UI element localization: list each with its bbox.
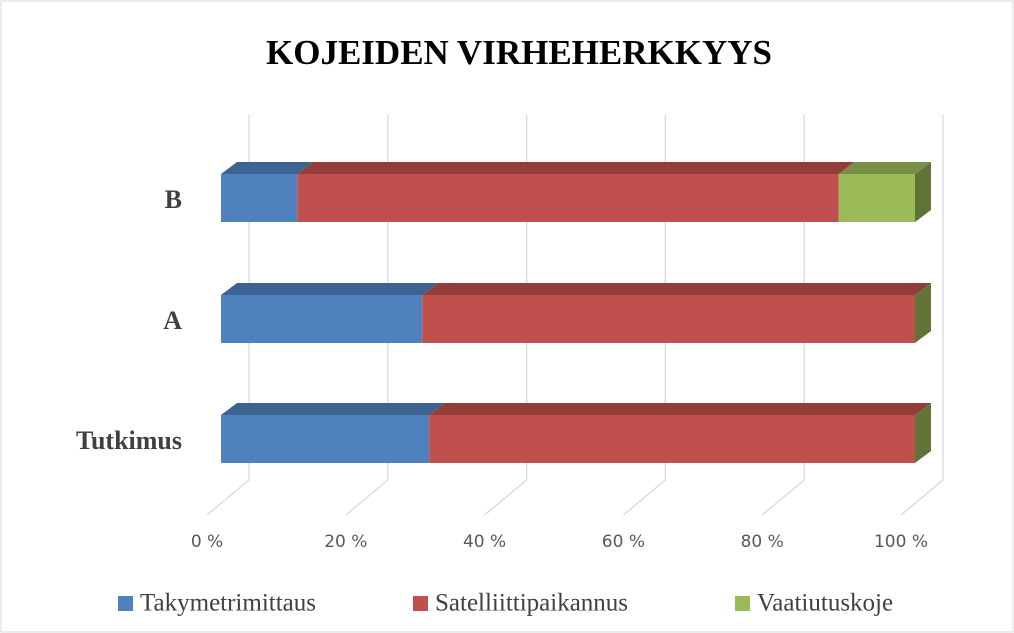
legend-swatch bbox=[118, 596, 133, 611]
bar-top bbox=[221, 403, 446, 415]
bar bbox=[297, 174, 839, 222]
bar-top bbox=[221, 283, 439, 295]
bar-side bbox=[915, 283, 931, 343]
bar-top bbox=[429, 403, 931, 415]
grid-floor-line bbox=[900, 479, 944, 516]
grid-floor-line bbox=[761, 479, 805, 516]
legend-label: Takymetrimittaus bbox=[140, 590, 316, 617]
x-tick-label: 80 % bbox=[741, 532, 784, 552]
bar-side bbox=[915, 403, 931, 463]
bar-top bbox=[838, 162, 931, 174]
bar bbox=[422, 295, 915, 343]
category-label: Tutkimus bbox=[76, 426, 182, 455]
bar-top bbox=[221, 162, 314, 174]
grid-floor-line bbox=[345, 479, 389, 516]
chart-title: KOJEIDEN VIRHEHERKKYYS bbox=[266, 33, 772, 72]
grid-floor-line bbox=[484, 479, 528, 516]
bar-top bbox=[297, 162, 855, 174]
x-tick-label: 60 % bbox=[602, 532, 645, 552]
bar-top bbox=[422, 283, 931, 295]
bar bbox=[221, 415, 430, 463]
legend-label: Satelliittipaikannus bbox=[435, 590, 628, 617]
legend-swatch bbox=[735, 596, 750, 611]
grid-floor-line bbox=[206, 479, 250, 516]
x-tick-label: 0 % bbox=[191, 532, 223, 552]
category-label: B bbox=[165, 185, 182, 214]
bar bbox=[221, 295, 423, 343]
bar bbox=[838, 174, 915, 222]
x-tick-label: 20 % bbox=[324, 532, 367, 552]
bar bbox=[429, 415, 915, 463]
bar bbox=[221, 174, 298, 222]
legend-swatch bbox=[413, 596, 428, 611]
x-tick-label: 100 % bbox=[874, 532, 928, 552]
x-tick-label: 40 % bbox=[463, 532, 506, 552]
legend-label: Vaatiutuskoje bbox=[757, 590, 893, 617]
grid-floor-line bbox=[622, 479, 666, 516]
bar-side bbox=[915, 162, 931, 222]
category-label: A bbox=[163, 306, 182, 335]
